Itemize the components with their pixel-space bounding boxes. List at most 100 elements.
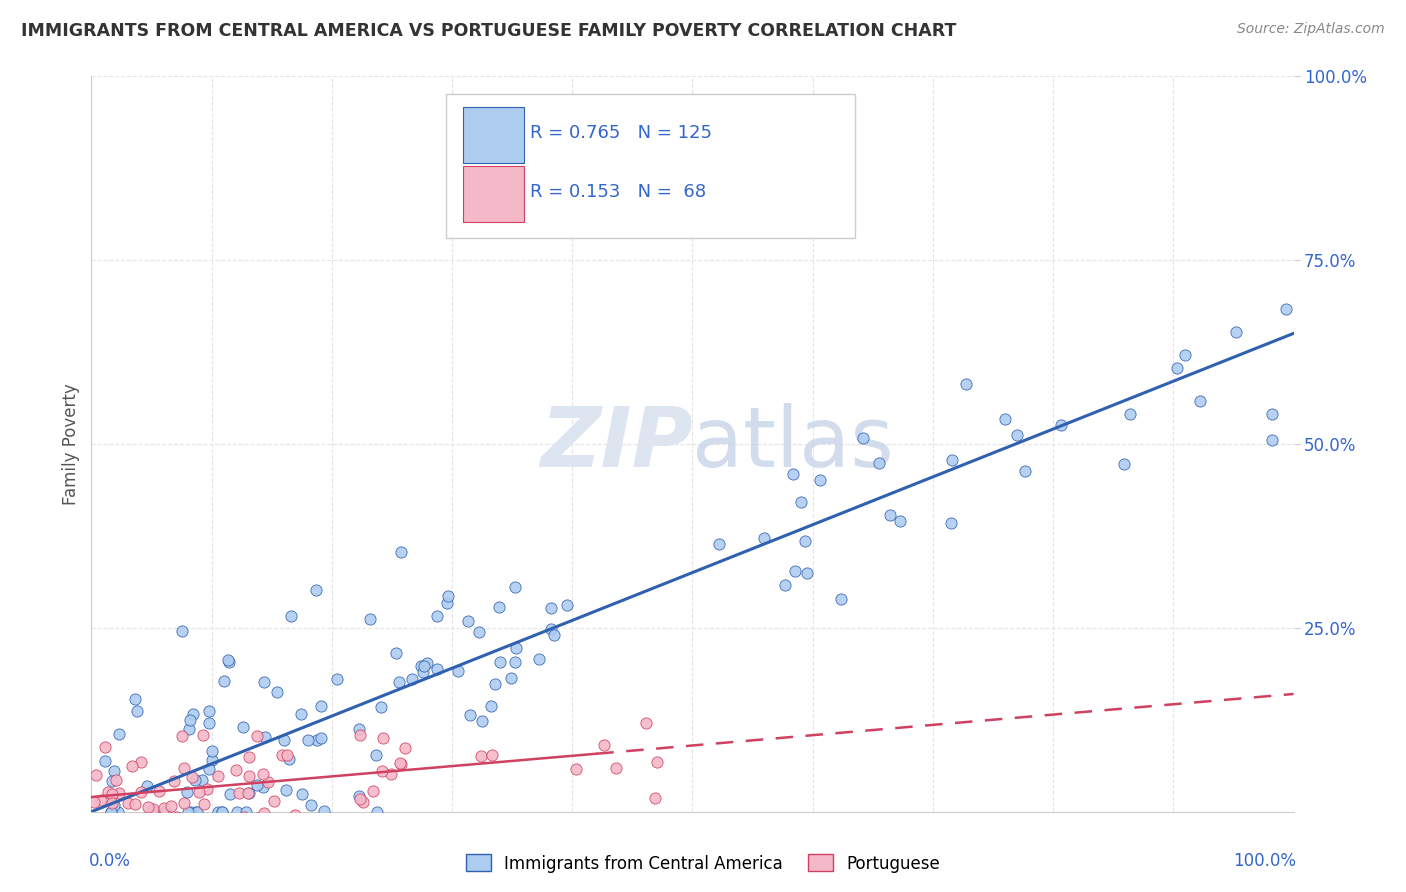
Point — [232, 720, 254, 734]
Point — [193, 797, 215, 812]
Point — [228, 786, 250, 800]
Point — [179, 713, 201, 727]
Point — [100, 787, 122, 801]
Point — [796, 566, 818, 581]
Point — [347, 789, 370, 803]
Point — [773, 577, 796, 591]
Point — [103, 764, 125, 778]
Point — [543, 628, 565, 642]
Point — [207, 769, 229, 783]
Point — [489, 656, 512, 670]
Point — [177, 722, 200, 736]
Point — [129, 785, 152, 799]
Point — [499, 671, 522, 685]
Point — [211, 805, 233, 819]
Legend: Immigrants from Central America, Portuguese: Immigrants from Central America, Portugu… — [460, 847, 946, 880]
Point — [426, 609, 449, 624]
Point — [148, 784, 170, 798]
Point — [941, 453, 963, 467]
Point — [401, 672, 423, 686]
Point — [879, 508, 901, 523]
Point — [181, 707, 204, 722]
Point — [253, 730, 276, 744]
Point — [136, 799, 159, 814]
Point — [1274, 301, 1296, 316]
Point — [868, 456, 890, 470]
Point — [141, 805, 163, 819]
Point — [236, 786, 259, 800]
Point — [366, 805, 388, 819]
Point — [361, 783, 384, 797]
Text: IMMIGRANTS FROM CENTRAL AMERICA VS PORTUGUESE FAMILY POVERTY CORRELATION CHART: IMMIGRANTS FROM CENTRAL AMERICA VS PORTU… — [21, 22, 956, 40]
Point — [1261, 434, 1284, 448]
Point — [471, 714, 494, 728]
Point — [447, 664, 470, 678]
Point — [284, 808, 307, 822]
Point — [153, 801, 176, 815]
Point — [380, 767, 402, 781]
Point — [100, 796, 122, 810]
Point — [540, 601, 562, 615]
Point — [939, 516, 962, 530]
Point — [994, 411, 1017, 425]
Point — [191, 820, 214, 833]
Point — [238, 786, 260, 800]
Point — [299, 798, 322, 813]
Point — [218, 787, 240, 801]
Text: R = 0.153   N =  68: R = 0.153 N = 68 — [530, 183, 706, 201]
Point — [754, 531, 776, 545]
Point — [190, 773, 212, 788]
Point — [280, 608, 302, 623]
Point — [789, 495, 811, 509]
Point — [193, 729, 215, 743]
Point — [636, 716, 658, 731]
Point — [352, 795, 374, 809]
Text: R = 0.765   N = 125: R = 0.765 N = 125 — [530, 124, 713, 142]
Point — [207, 805, 229, 819]
Point — [349, 792, 371, 806]
Point — [129, 755, 152, 769]
Text: Source: ZipAtlas.com: Source: ZipAtlas.com — [1237, 22, 1385, 37]
Point — [127, 704, 149, 718]
Point — [252, 767, 274, 781]
Point — [1005, 428, 1028, 442]
Point — [605, 760, 627, 774]
Point — [273, 733, 295, 747]
FancyBboxPatch shape — [446, 95, 855, 238]
Point — [1050, 417, 1073, 432]
Point — [214, 673, 236, 688]
Point — [225, 763, 247, 777]
Point — [271, 747, 294, 762]
Point — [257, 774, 280, 789]
Point — [359, 612, 381, 626]
Point — [100, 773, 122, 788]
Point — [416, 656, 439, 670]
Point — [84, 768, 107, 782]
Point — [565, 762, 588, 776]
Point — [104, 772, 127, 787]
Point — [160, 798, 183, 813]
Point — [371, 764, 394, 778]
Point — [176, 785, 198, 799]
Point — [479, 699, 502, 714]
Point — [394, 741, 416, 756]
Point — [246, 778, 269, 792]
Point — [274, 782, 297, 797]
Point — [252, 780, 274, 794]
Point — [173, 797, 195, 811]
Point — [266, 685, 288, 699]
FancyBboxPatch shape — [463, 107, 524, 162]
Point — [188, 785, 211, 799]
Point — [117, 796, 139, 810]
Point — [290, 706, 312, 721]
Point — [121, 758, 143, 772]
Point — [436, 596, 458, 610]
Point — [411, 659, 433, 673]
Point — [470, 748, 492, 763]
Point — [233, 810, 256, 824]
Text: ZIP: ZIP — [540, 403, 692, 484]
Point — [246, 811, 269, 825]
Point — [644, 790, 666, 805]
Point — [347, 722, 370, 736]
Point — [349, 728, 371, 742]
